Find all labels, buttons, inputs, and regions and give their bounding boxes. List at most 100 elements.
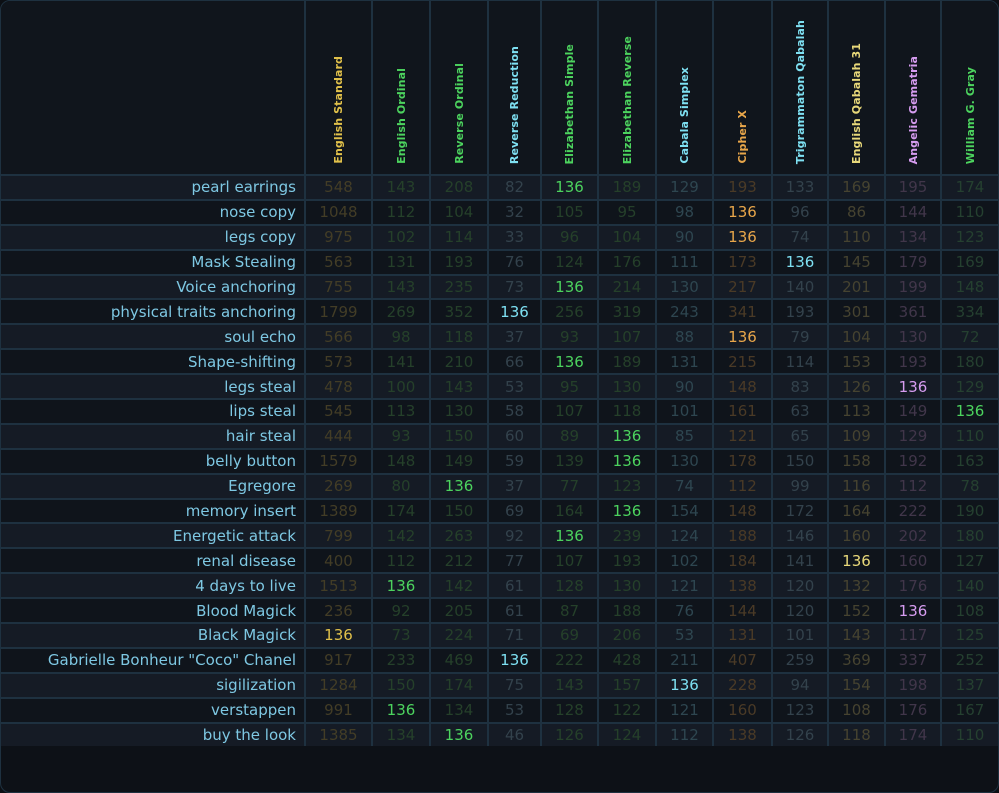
value-cell[interactable]: 172 [771,497,829,525]
value-cell[interactable]: 102 [371,223,431,251]
value-cell[interactable]: 407 [712,646,773,674]
cipher-column-header[interactable]: English Standard [304,1,373,176]
match-value-cell[interactable]: 136 [655,671,714,699]
value-cell[interactable]: 99 [771,472,829,500]
phrase-label[interactable]: hair steal [1,422,306,450]
value-cell[interactable]: 118 [429,323,489,351]
value-cell[interactable]: 192 [884,447,942,475]
value-cell[interactable]: 46 [487,721,542,747]
value-cell[interactable]: 917 [304,646,373,674]
value-cell[interactable]: 131 [655,348,714,376]
value-cell[interactable]: 337 [884,646,942,674]
value-cell[interactable]: 107 [597,323,657,351]
value-cell[interactable]: 75 [487,671,542,699]
phrase-label[interactable]: 4 days to live [1,572,306,600]
value-cell[interactable]: 130 [884,323,942,351]
value-cell[interactable]: 545 [304,398,373,425]
value-cell[interactable]: 188 [712,522,773,550]
value-cell[interactable]: 149 [429,447,489,475]
value-cell[interactable]: 400 [304,547,373,575]
value-cell[interactable]: 228 [712,671,773,699]
value-cell[interactable]: 104 [429,198,489,226]
value-cell[interactable]: 108 [940,597,998,625]
match-value-cell[interactable]: 136 [940,398,998,425]
value-cell[interactable]: 341 [712,298,773,326]
value-cell[interactable]: 109 [827,422,886,450]
value-cell[interactable]: 755 [304,273,373,301]
value-cell[interactable]: 69 [487,497,542,525]
value-cell[interactable]: 193 [771,298,829,326]
value-cell[interactable]: 123 [771,696,829,724]
phrase-label[interactable]: sigilization [1,671,306,699]
match-value-cell[interactable]: 136 [771,248,829,276]
value-cell[interactable]: 88 [655,323,714,351]
value-cell[interactable]: 235 [429,273,489,301]
value-cell[interactable]: 132 [827,572,886,600]
phrase-label[interactable]: lips steal [1,398,306,425]
value-cell[interactable]: 53 [487,373,542,401]
match-value-cell[interactable]: 136 [429,721,489,747]
value-cell[interactable]: 127 [940,547,998,575]
value-cell[interactable]: 157 [597,671,657,699]
cipher-column-header[interactable]: Cabala Simplex [655,1,714,176]
value-cell[interactable]: 77 [487,547,542,575]
value-cell[interactable]: 110 [940,721,998,747]
value-cell[interactable]: 193 [429,248,489,276]
value-cell[interactable]: 74 [771,223,829,251]
value-cell[interactable]: 131 [371,248,431,276]
value-cell[interactable]: 73 [371,622,431,649]
value-cell[interactable]: 352 [429,298,489,326]
value-cell[interactable]: 90 [655,223,714,251]
cipher-column-header[interactable]: Cipher X [712,1,773,176]
value-cell[interactable]: 61 [487,597,542,625]
match-value-cell[interactable]: 136 [371,572,431,600]
value-cell[interactable]: 201 [827,273,886,301]
value-cell[interactable]: 37 [487,472,542,500]
value-cell[interactable]: 118 [827,721,886,747]
value-cell[interactable]: 61 [487,572,542,600]
value-cell[interactable]: 991 [304,696,373,724]
value-cell[interactable]: 269 [304,472,373,500]
value-cell[interactable]: 95 [597,198,657,226]
value-cell[interactable]: 130 [655,447,714,475]
value-cell[interactable]: 77 [540,472,599,500]
value-cell[interactable]: 469 [429,646,489,674]
value-cell[interactable]: 169 [827,174,886,201]
value-cell[interactable]: 169 [940,248,998,276]
value-cell[interactable]: 130 [597,373,657,401]
value-cell[interactable]: 146 [771,522,829,550]
value-cell[interactable]: 217 [712,273,773,301]
value-cell[interactable]: 122 [597,696,657,724]
value-cell[interactable]: 92 [371,597,431,625]
value-cell[interactable]: 116 [827,472,886,500]
value-cell[interactable]: 319 [597,298,657,326]
value-cell[interactable]: 202 [884,522,942,550]
value-cell[interactable]: 143 [540,671,599,699]
phrase-label[interactable]: Mask Stealing [1,248,306,276]
value-cell[interactable]: 96 [540,223,599,251]
value-cell[interactable]: 160 [712,696,773,724]
phrase-label[interactable]: belly button [1,447,306,475]
value-cell[interactable]: 73 [487,273,542,301]
value-cell[interactable]: 1389 [304,497,373,525]
value-cell[interactable]: 184 [712,547,773,575]
phrase-label[interactable]: Gabrielle Bonheur "Coco" Chanel [1,646,306,674]
value-cell[interactable]: 118 [597,398,657,425]
value-cell[interactable]: 63 [771,398,829,425]
value-cell[interactable]: 180 [940,348,998,376]
value-cell[interactable]: 101 [655,398,714,425]
phrase-label[interactable]: legs copy [1,223,306,251]
value-cell[interactable]: 133 [771,174,829,201]
value-cell[interactable]: 139 [540,447,599,475]
value-cell[interactable]: 128 [540,696,599,724]
phrase-label[interactable]: soul echo [1,323,306,351]
value-cell[interactable]: 140 [940,572,998,600]
value-cell[interactable]: 101 [771,622,829,649]
value-cell[interactable]: 189 [597,348,657,376]
value-cell[interactable]: 178 [712,447,773,475]
value-cell[interactable]: 188 [597,597,657,625]
cipher-column-header[interactable]: English Ordinal [371,1,431,176]
value-cell[interactable]: 123 [597,472,657,500]
value-cell[interactable]: 143 [827,622,886,649]
value-cell[interactable]: 179 [884,248,942,276]
